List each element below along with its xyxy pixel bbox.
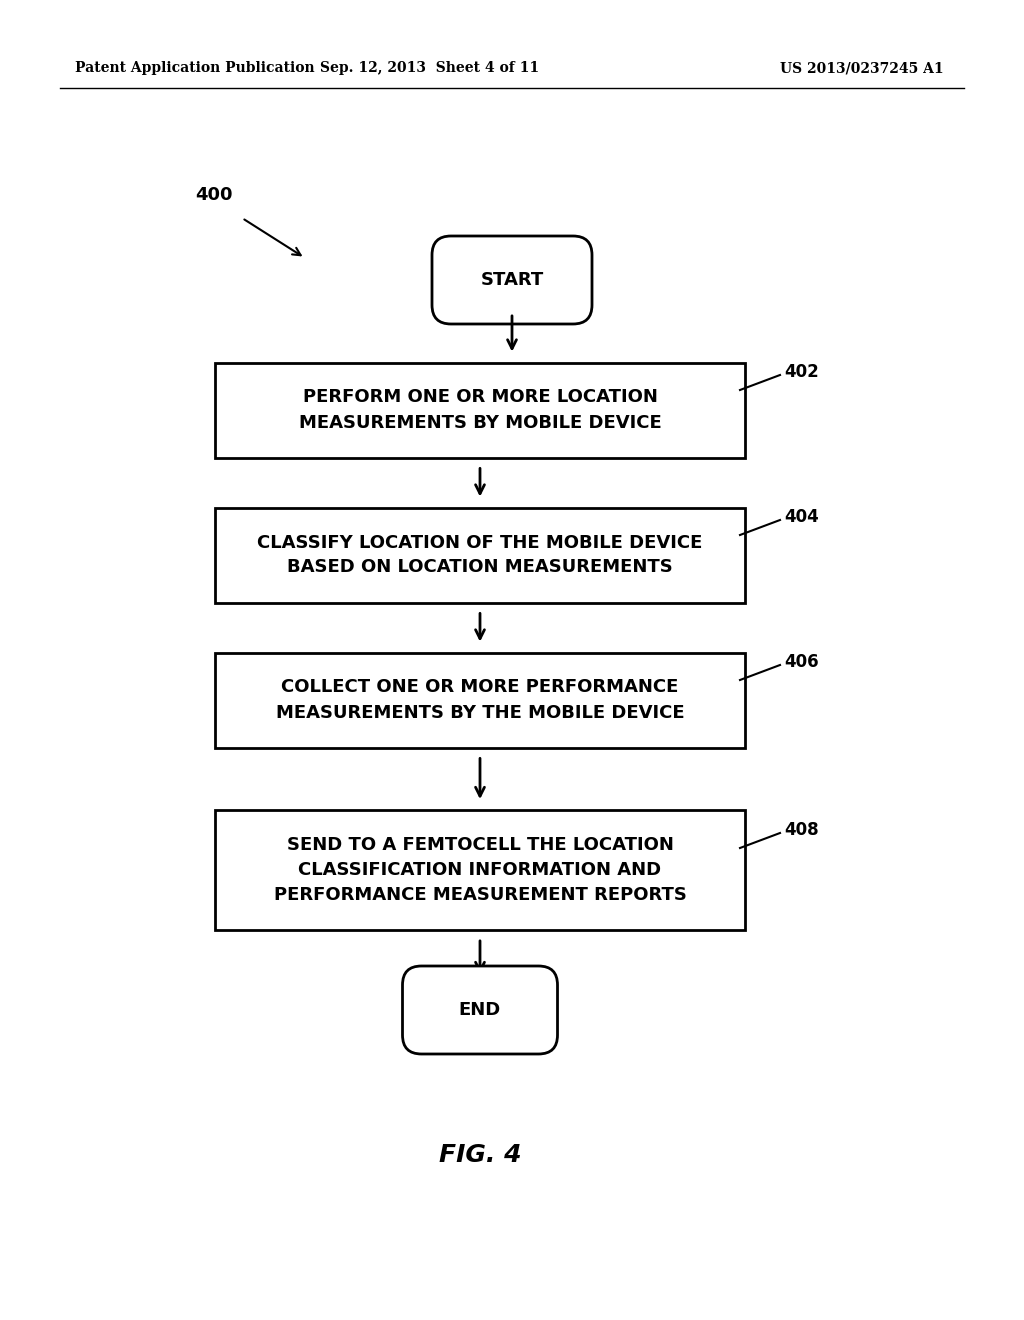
Bar	[215, 363, 745, 458]
Text: 400: 400	[195, 186, 232, 205]
Bar	[215, 507, 745, 602]
Text: CLASSIFY LOCATION OF THE MOBILE DEVICE
BASED ON LOCATION MEASUREMENTS: CLASSIFY LOCATION OF THE MOBILE DEVICE B…	[257, 533, 702, 577]
Text: 404: 404	[784, 508, 819, 525]
Text: Sep. 12, 2013  Sheet 4 of 11: Sep. 12, 2013 Sheet 4 of 11	[321, 61, 540, 75]
Text: 406: 406	[784, 653, 818, 671]
Text: PERFORM ONE OR MORE LOCATION
MEASUREMENTS BY MOBILE DEVICE: PERFORM ONE OR MORE LOCATION MEASUREMENT…	[299, 388, 662, 432]
Bar	[215, 810, 745, 931]
Text: 402: 402	[784, 363, 819, 381]
Text: 408: 408	[784, 821, 818, 840]
Text: FIG. 4: FIG. 4	[438, 1143, 521, 1167]
Text: START: START	[480, 271, 544, 289]
FancyBboxPatch shape	[402, 966, 557, 1053]
Bar	[215, 652, 745, 747]
Text: US 2013/0237245 A1: US 2013/0237245 A1	[780, 61, 944, 75]
Text: COLLECT ONE OR MORE PERFORMANCE
MEASUREMENTS BY THE MOBILE DEVICE: COLLECT ONE OR MORE PERFORMANCE MEASUREM…	[275, 678, 684, 722]
Text: Patent Application Publication: Patent Application Publication	[75, 61, 314, 75]
Text: SEND TO A FEMTOCELL THE LOCATION
CLASSIFICATION INFORMATION AND
PERFORMANCE MEAS: SEND TO A FEMTOCELL THE LOCATION CLASSIF…	[273, 836, 686, 904]
Text: END: END	[459, 1001, 501, 1019]
FancyBboxPatch shape	[432, 236, 592, 323]
